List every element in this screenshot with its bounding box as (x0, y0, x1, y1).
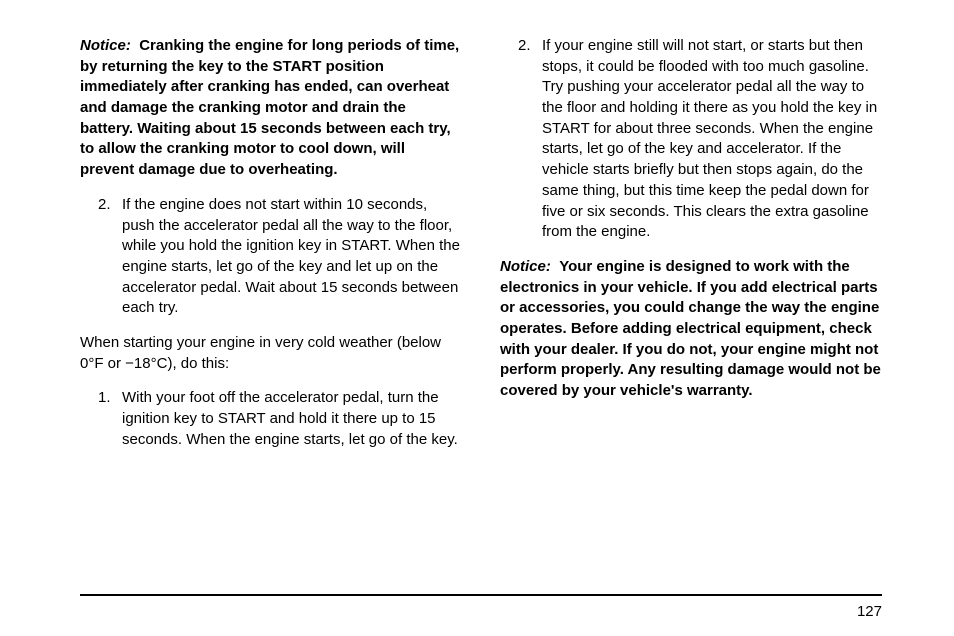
right-column: 2. If your engine still will not start, … (500, 36, 882, 464)
list-item: 2. If your engine still will not start, … (500, 36, 882, 243)
list-text: If your engine still will not start, or … (542, 36, 882, 243)
list-number: 2. (98, 195, 122, 319)
footer-rule (80, 594, 882, 596)
left-column: Notice: Cranking the engine for long per… (80, 36, 462, 464)
notice-block-left: Notice: Cranking the engine for long per… (80, 36, 462, 181)
list-text: If the engine does not start within 10 s… (122, 195, 462, 319)
list-item: 2. If the engine does not start within 1… (80, 195, 462, 319)
notice-text: Cranking the engine for long periods of … (80, 37, 459, 178)
notice-text: Your engine is designed to work with the… (500, 258, 881, 399)
cold-weather-para: When starting your engine in very cold w… (80, 333, 462, 374)
notice-label: Notice: (80, 37, 131, 54)
list-text: With your foot off the accelerator pedal… (122, 388, 462, 450)
list-item: 1. With your foot off the accelerator pe… (80, 388, 462, 450)
notice-block-right: Notice: Your engine is designed to work … (500, 257, 882, 402)
notice-label: Notice: (500, 258, 551, 275)
page-number: 127 (857, 603, 882, 620)
page-content: Notice: Cranking the engine for long per… (0, 0, 954, 464)
list-number: 2. (518, 36, 542, 243)
list-number: 1. (98, 388, 122, 450)
